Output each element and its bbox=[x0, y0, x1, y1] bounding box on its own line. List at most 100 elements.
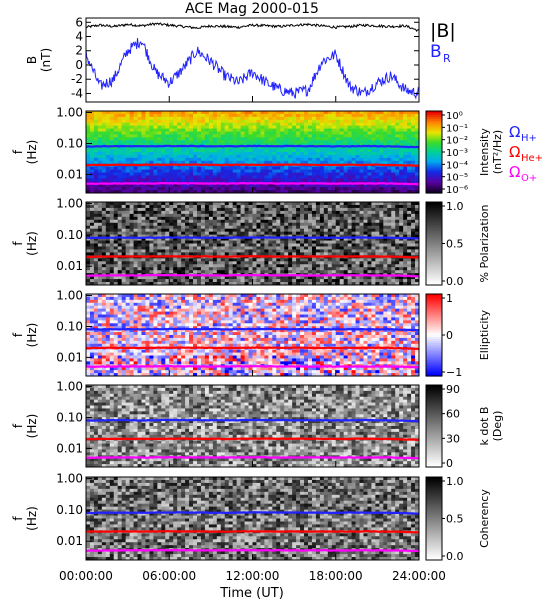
panel-polarization-cell bbox=[300, 204, 305, 209]
panel-intensity-cell bbox=[133, 169, 138, 173]
panel-polarization-cell bbox=[228, 264, 234, 268]
panel-polarization-cell bbox=[97, 240, 103, 244]
panel-intensity-cell bbox=[304, 143, 309, 147]
panel-polarization-cell bbox=[200, 246, 206, 250]
panel-polarization-cell bbox=[391, 231, 396, 236]
panel-polarization-cell bbox=[212, 234, 218, 238]
panel-intensity-cell bbox=[355, 128, 360, 132]
panel-intensity-cell bbox=[193, 122, 198, 127]
panel-intensity-cell bbox=[347, 187, 353, 191]
panel-ellipticity-cell bbox=[93, 311, 99, 315]
panel-intensity-cell bbox=[93, 184, 99, 188]
panel-polarization-cell bbox=[288, 249, 293, 253]
panel-polarization-cell bbox=[125, 222, 131, 227]
panel-intensity-cell bbox=[335, 128, 341, 132]
panel-polarization-cell bbox=[339, 264, 345, 268]
panel-intensity-cell bbox=[189, 116, 194, 121]
panel-polarization-cell bbox=[300, 267, 305, 271]
panel-intensity-cell bbox=[204, 166, 210, 170]
panel-intensity-cell bbox=[97, 113, 103, 118]
panel-polarization-cell bbox=[363, 249, 368, 253]
panel-polarization-cell bbox=[391, 225, 396, 230]
panel-intensity-cell bbox=[97, 190, 103, 194]
panel-polarization-cell bbox=[125, 258, 131, 262]
panel-polarization-cell bbox=[260, 270, 265, 274]
panel-intensity-cell bbox=[391, 166, 396, 170]
panel-intensity-cell bbox=[105, 134, 111, 138]
panel-intensity-cell bbox=[149, 160, 154, 165]
panel-polarization-cell bbox=[141, 210, 146, 215]
panel-polarization-cell bbox=[113, 216, 119, 221]
panel-intensity-cell bbox=[375, 125, 380, 129]
panel-polarization-cell bbox=[101, 267, 107, 271]
panel-intensity-cell bbox=[367, 137, 372, 141]
panel-intensity-colorbar-cell bbox=[426, 147, 442, 151]
panel-intensity-cell bbox=[109, 122, 115, 127]
panel-intensity-cell bbox=[200, 116, 206, 121]
panel-intensity-cell bbox=[387, 146, 392, 150]
panel-polarization-cell bbox=[379, 249, 384, 253]
panel-polarization-cell bbox=[173, 216, 178, 221]
panel-polarization-cell bbox=[240, 228, 245, 233]
panel-polarization-cell bbox=[399, 276, 404, 280]
panel-polarization-cell bbox=[109, 267, 115, 271]
panel-polarization-cell bbox=[308, 213, 313, 218]
panel-polarization-cell bbox=[331, 228, 337, 233]
panel-intensity-cell bbox=[153, 169, 158, 173]
panel-polarization-cell bbox=[304, 213, 309, 218]
panel-polarization-cell bbox=[189, 231, 194, 236]
panel-polarization-cell bbox=[113, 267, 119, 271]
panel-intensity-cell bbox=[189, 154, 194, 159]
panel-polarization-cell bbox=[181, 234, 186, 238]
panel-polarization-cell bbox=[260, 234, 265, 238]
panel-polarization-cell bbox=[411, 240, 416, 244]
panel-intensity-cell bbox=[375, 184, 380, 188]
panel-polarization-cell bbox=[197, 243, 202, 247]
panel-b-ytick-label: 4 bbox=[75, 30, 83, 44]
panel-polarization-cell bbox=[256, 234, 261, 238]
panel-polarization-cell bbox=[256, 249, 261, 253]
panel-polarization-cell bbox=[308, 267, 313, 271]
panel-polarization-cell bbox=[411, 282, 416, 286]
panel-polarization-cell bbox=[399, 234, 404, 238]
panel-polarization-cell bbox=[117, 270, 123, 274]
panel-polarization-cell bbox=[323, 204, 329, 209]
panel-intensity-cell bbox=[228, 160, 234, 165]
panel-intensity-cell bbox=[331, 175, 337, 179]
panel-intensity-cell bbox=[220, 169, 226, 173]
panel-ellipticity-cell bbox=[93, 317, 99, 321]
panel-intensity-cell bbox=[296, 119, 301, 124]
panel-intensity-cell bbox=[129, 157, 134, 162]
panel-polarization-cell bbox=[292, 252, 297, 256]
panel-polarization-cell bbox=[121, 279, 127, 283]
panel-intensity-cell bbox=[304, 111, 309, 115]
panel-polarization-cell bbox=[351, 246, 356, 250]
panel-polarization-cell bbox=[193, 228, 198, 233]
panel-polarization-cell bbox=[319, 264, 325, 268]
panel-polarization-cell bbox=[216, 267, 222, 271]
panel-ellipticity-cell bbox=[89, 305, 95, 310]
panel-intensity-cell bbox=[327, 111, 333, 115]
panel-polarization-cell bbox=[117, 216, 123, 221]
panel-polarization-cell bbox=[232, 267, 238, 271]
panel-intensity-cell bbox=[311, 140, 317, 144]
panel-intensity-cell bbox=[244, 122, 249, 127]
panel-intensity-cell bbox=[216, 190, 222, 194]
panel-polarization-cell bbox=[252, 204, 257, 209]
panel-polarization-cell bbox=[264, 279, 269, 283]
panel-intensity-cell bbox=[403, 172, 408, 176]
panel-polarization-cell bbox=[121, 282, 127, 286]
panel-intensity-cell bbox=[93, 111, 99, 115]
panel-polarization-cell bbox=[252, 225, 257, 230]
panel-intensity-cell bbox=[161, 137, 166, 141]
panel-intensity-cell bbox=[149, 190, 154, 194]
panel-intensity-cell bbox=[105, 175, 111, 179]
panel-polarization-cell bbox=[236, 258, 242, 262]
panel-intensity-cell bbox=[177, 149, 182, 153]
panel-intensity-cell bbox=[93, 166, 99, 170]
panel-intensity-cell bbox=[280, 169, 285, 173]
panel-intensity-cell bbox=[228, 134, 234, 138]
panel-intensity-cell bbox=[343, 178, 349, 182]
panel-polarization-cell bbox=[300, 231, 305, 236]
